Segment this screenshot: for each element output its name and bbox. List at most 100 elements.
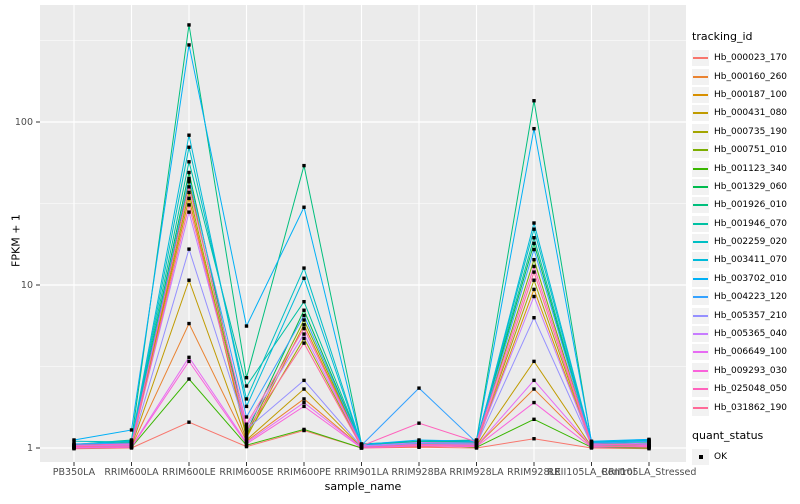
legend-item: Hb_001946_070 (692, 215, 798, 233)
data-point (532, 437, 536, 441)
legend-item: Hb_006649_100 (692, 343, 798, 361)
x-tick-label: RRIM901LA (334, 467, 389, 478)
legend-title-tracking-id: tracking_id (692, 30, 753, 43)
y-axis-title: FPKM + 1 (9, 214, 23, 267)
data-point (72, 438, 76, 442)
legend-item-label: Hb_009293_030 (714, 365, 788, 376)
legend-item-label: Hb_004223_120 (714, 292, 788, 303)
legend-key (692, 86, 709, 103)
data-point (417, 386, 421, 390)
y-tick-label: 100 (15, 117, 33, 128)
data-point (532, 278, 536, 282)
x-tick-label: RRIM928LE (507, 467, 561, 478)
data-point (187, 145, 191, 149)
data-point (302, 266, 306, 270)
x-tick-label: RRIM600SE (219, 467, 273, 478)
data-point (129, 442, 134, 446)
data-point (532, 241, 536, 246)
data-point (532, 99, 536, 103)
data-point (417, 442, 421, 447)
legend-item-label: Hb_001123_340 (714, 163, 788, 174)
data-point (244, 397, 249, 401)
data-point (302, 378, 306, 383)
data-point (187, 196, 191, 201)
legend-item-label: Hb_000187_100 (714, 89, 788, 100)
legend-item: Hb_005357_210 (692, 306, 798, 324)
data-point (302, 427, 306, 432)
legend-item-label: Hb_025048_050 (714, 384, 788, 395)
quant-status-items: OK (692, 448, 798, 466)
legend-line-swatch (693, 57, 708, 60)
legend-item: Hb_009293_030 (692, 362, 798, 380)
data-point (187, 43, 191, 47)
legend-key (692, 234, 709, 251)
legend-line-swatch (693, 333, 708, 336)
data-point (647, 441, 651, 445)
data-point (302, 299, 306, 304)
data-point (532, 378, 536, 383)
data-point (129, 438, 134, 443)
legend-key (692, 344, 709, 361)
legend-key (692, 50, 709, 67)
data-point (532, 316, 536, 320)
data-point (187, 170, 191, 175)
legend-key (692, 68, 709, 85)
legend-item: Hb_002259_020 (692, 233, 798, 251)
legend-line-swatch (693, 406, 708, 409)
legend-line-swatch (693, 369, 708, 372)
data-point (187, 247, 191, 251)
data-point (244, 428, 249, 433)
data-point (302, 387, 306, 391)
legend-panel: tracking_id Hb_000023_170 Hb_000160_260 Hb… (692, 30, 798, 466)
x-tick-label: RRIM600LE (162, 467, 216, 478)
data-point (647, 437, 651, 442)
legend-key (692, 362, 709, 379)
data-point (302, 323, 306, 327)
data-point (187, 180, 191, 184)
legend-item: Hb_001123_340 (692, 159, 798, 177)
x-tick-label: RRIM928BA (391, 467, 447, 478)
legend-line-swatch (693, 296, 708, 299)
legend-key (692, 105, 709, 122)
panel-background (40, 5, 686, 462)
data-point (187, 359, 191, 364)
data-point (417, 440, 421, 445)
legend-line-swatch (693, 112, 708, 115)
legend-item-label: Hb_005365_040 (714, 329, 788, 340)
legend-key (692, 252, 709, 269)
data-point (187, 23, 191, 27)
data-point (647, 445, 651, 449)
legend-key (692, 399, 709, 416)
data-point (244, 324, 249, 328)
data-point (302, 400, 306, 405)
data-point (532, 257, 536, 262)
legend-line-swatch (693, 241, 708, 244)
legend-item-label: Hb_001329_060 (714, 181, 788, 192)
data-point (532, 400, 536, 405)
data-point (187, 210, 191, 214)
data-point (244, 425, 249, 429)
data-point (647, 439, 651, 443)
legend-item: Hb_004223_120 (692, 288, 798, 306)
data-point (532, 417, 536, 421)
legend-key (692, 326, 709, 343)
legend-key (692, 215, 709, 232)
data-point (187, 321, 191, 326)
legend-title-quant-status: quant_status (692, 428, 764, 442)
data-point (302, 336, 306, 341)
data-point (187, 278, 191, 282)
x-tick-label: RRIM928LA (449, 467, 504, 478)
legend-key (692, 449, 709, 465)
x-tick-label: PB350LA (53, 467, 96, 478)
quant-status-label: OK (714, 452, 727, 462)
legend-items: Hb_000023_170 Hb_000160_260 Hb_000187_100 H… (692, 49, 798, 417)
data-point (589, 442, 594, 446)
legend-line-swatch (693, 351, 708, 354)
data-point (187, 160, 191, 164)
legend-line-swatch (693, 149, 708, 152)
data-point (187, 355, 191, 360)
data-point (302, 313, 306, 318)
legend-item-label: Hb_002259_020 (714, 237, 788, 248)
y-tick-label: 10 (21, 280, 33, 291)
